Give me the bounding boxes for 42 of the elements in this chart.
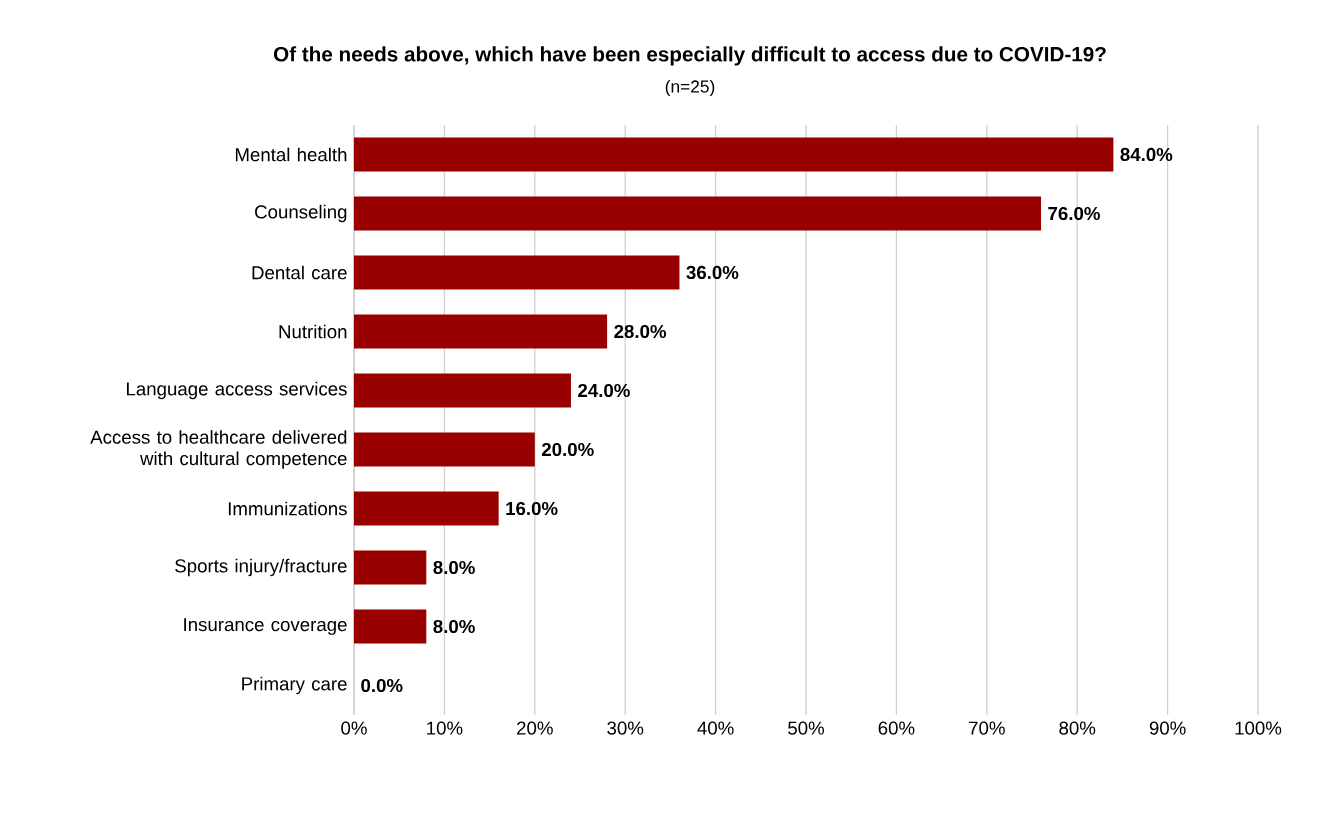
data-label: 84.0% (1120, 147, 1173, 162)
x-tick-label: 30% (607, 721, 644, 735)
y-tick-label: Primary care (242, 676, 347, 695)
x-tick-label: 60% (878, 721, 915, 735)
data-label: 16.0% (506, 501, 558, 516)
x-tick-label: 100% (1235, 721, 1282, 735)
bar (354, 314, 608, 349)
x-tick-label: 0% (341, 721, 367, 735)
bar (354, 373, 571, 408)
data-label: 20.0% (541, 442, 594, 457)
data-label: 0.0% (361, 678, 403, 693)
bar (354, 137, 1114, 172)
x-tick-label: 40% (697, 721, 734, 735)
y-tick-label: Immunizations (228, 501, 347, 516)
chart-title: Of the needs above, which have been especially difficult to access due to COVID-19? (273, 46, 1106, 66)
x-tick-label: 90% (1149, 721, 1186, 735)
x-tick-label: 70% (969, 721, 1005, 735)
bar (354, 609, 427, 644)
y-tick-label: Access to healthcare delivered with cultural competence (90, 430, 347, 469)
x-tick-label: 10% (427, 721, 463, 735)
x-tick-label: 80% (1059, 721, 1096, 735)
x-tick-label: 20% (517, 721, 553, 735)
y-tick-label: Counseling (255, 204, 347, 223)
y-tick-label: Sports injury/fracture (175, 558, 347, 577)
y-tick-label: Dental care (252, 265, 347, 280)
bar (354, 196, 1042, 231)
data-label: 28.0% (614, 324, 667, 339)
x-tick-label: 50% (788, 721, 825, 735)
bar (354, 432, 535, 467)
y-tick-label: Mental health (235, 147, 347, 162)
bar (354, 255, 680, 290)
bar (354, 550, 427, 585)
chart-subtitle: (n=25) (665, 79, 715, 97)
data-label: 76.0% (1048, 206, 1100, 221)
data-label: 8.0% (433, 619, 475, 634)
y-tick-label: Insurance coverage (184, 618, 347, 635)
data-label: 36.0% (686, 265, 739, 280)
data-label: 8.0% (433, 560, 475, 575)
bar (354, 491, 499, 526)
y-tick-label: Nutrition (279, 324, 347, 339)
data-label: 24.0% (578, 383, 630, 398)
y-tick-label: Language access services (126, 381, 347, 400)
